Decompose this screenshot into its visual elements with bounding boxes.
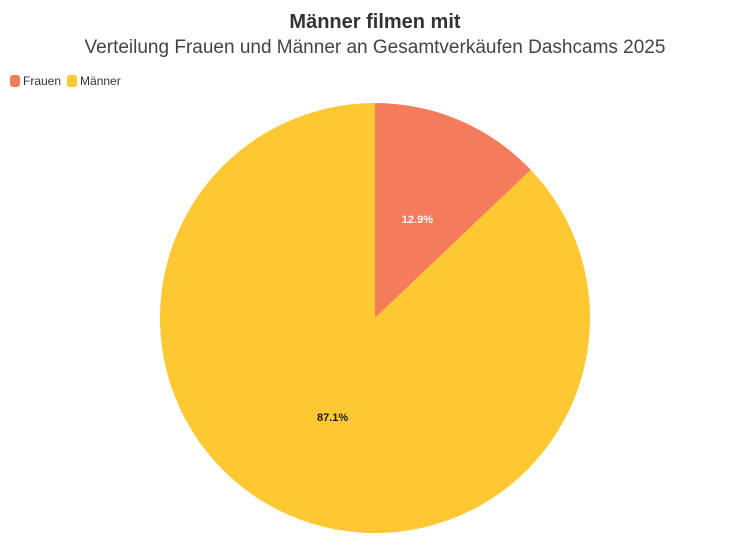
- legend-swatch-frauen: [10, 75, 20, 87]
- slice-label-frauen: 12.9%: [402, 214, 433, 226]
- legend-item-frauen[interactable]: Frauen: [10, 74, 61, 88]
- chart-legend: Frauen Männer: [10, 74, 127, 88]
- pie-slice-frauen[interactable]: [375, 103, 531, 318]
- chart-subtitle: Verteilung Frauen und Männer an Gesamtve…: [84, 37, 666, 58]
- legend-swatch-maenner: [67, 75, 78, 87]
- legend-label-maenner: Männer: [80, 74, 121, 88]
- legend-label-frauen: Frauen: [23, 74, 62, 88]
- pie-slice-maenner[interactable]: [159, 103, 590, 533]
- slice-label-maenner: 87.1%: [317, 412, 348, 424]
- legend-item-maenner[interactable]: Männer: [67, 74, 121, 88]
- chart-title: Männer filmen mit: [289, 11, 461, 33]
